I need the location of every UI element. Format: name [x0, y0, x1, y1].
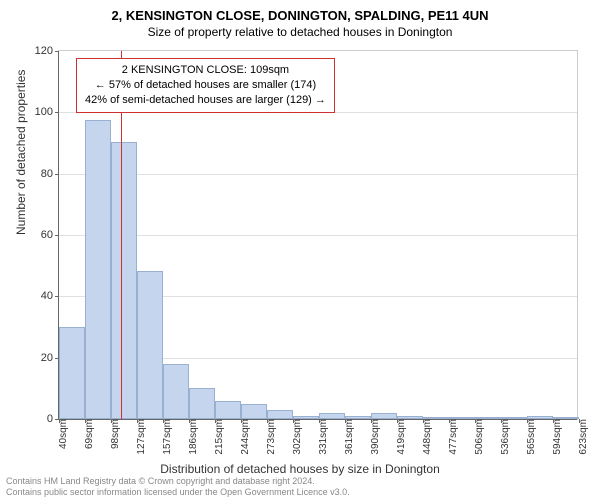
- y-tick-mark: [55, 235, 59, 236]
- histogram-bar: [137, 271, 163, 419]
- x-tick-label: 361sqm: [344, 419, 355, 455]
- x-tick-label: 536sqm: [500, 419, 511, 455]
- y-tick-mark: [55, 174, 59, 175]
- x-tick-label: 186sqm: [188, 419, 199, 455]
- histogram-bar: [111, 142, 137, 420]
- x-tick-label: 477sqm: [448, 419, 459, 455]
- x-tick-label: 506sqm: [474, 419, 485, 455]
- histogram-bar: [189, 388, 215, 419]
- info-box: 2 KENSINGTON CLOSE: 109sqm ← 57% of deta…: [76, 58, 335, 113]
- histogram-bar: [163, 364, 189, 420]
- x-tick-label: 127sqm: [136, 419, 147, 455]
- histogram-bar: [241, 404, 267, 419]
- x-axis-label: Distribution of detached houses by size …: [0, 462, 600, 476]
- y-tick-mark: [55, 51, 59, 52]
- x-tick-label: 331sqm: [318, 419, 329, 455]
- x-tick-label: 390sqm: [370, 419, 381, 455]
- x-tick-label: 419sqm: [396, 419, 407, 455]
- histogram-bar: [59, 327, 85, 420]
- info-line-3: 42% of semi-detached houses are larger (…: [85, 93, 326, 108]
- histogram-bar: [85, 120, 111, 419]
- info-line-2: ← 57% of detached houses are smaller (17…: [85, 78, 326, 93]
- y-axis-label: Number of detached properties: [14, 70, 28, 235]
- chart-title: 2, KENSINGTON CLOSE, DONINGTON, SPALDING…: [0, 0, 600, 23]
- x-tick-label: 623sqm: [578, 419, 589, 455]
- x-tick-label: 69sqm: [84, 419, 95, 449]
- x-tick-label: 157sqm: [162, 419, 173, 455]
- x-tick-label: 302sqm: [292, 419, 303, 455]
- x-tick-label: 98sqm: [110, 419, 121, 449]
- x-tick-label: 273sqm: [266, 419, 277, 455]
- chart-subtitle: Size of property relative to detached ho…: [0, 23, 600, 43]
- footer-line-1: Contains HM Land Registry data © Crown c…: [6, 476, 350, 487]
- x-tick-label: 40sqm: [58, 419, 69, 449]
- info-line-1: 2 KENSINGTON CLOSE: 109sqm: [85, 63, 326, 78]
- x-tick-label: 448sqm: [422, 419, 433, 455]
- y-tick-mark: [55, 296, 59, 297]
- histogram-bar: [267, 410, 293, 419]
- footer-line-2: Contains public sector information licen…: [6, 487, 350, 498]
- x-tick-label: 594sqm: [552, 419, 563, 455]
- x-tick-label: 565sqm: [526, 419, 537, 455]
- histogram-bar: [215, 401, 241, 420]
- footer: Contains HM Land Registry data © Crown c…: [6, 476, 350, 498]
- y-tick-mark: [55, 112, 59, 113]
- x-tick-label: 244sqm: [240, 419, 251, 455]
- x-tick-label: 215sqm: [214, 419, 225, 455]
